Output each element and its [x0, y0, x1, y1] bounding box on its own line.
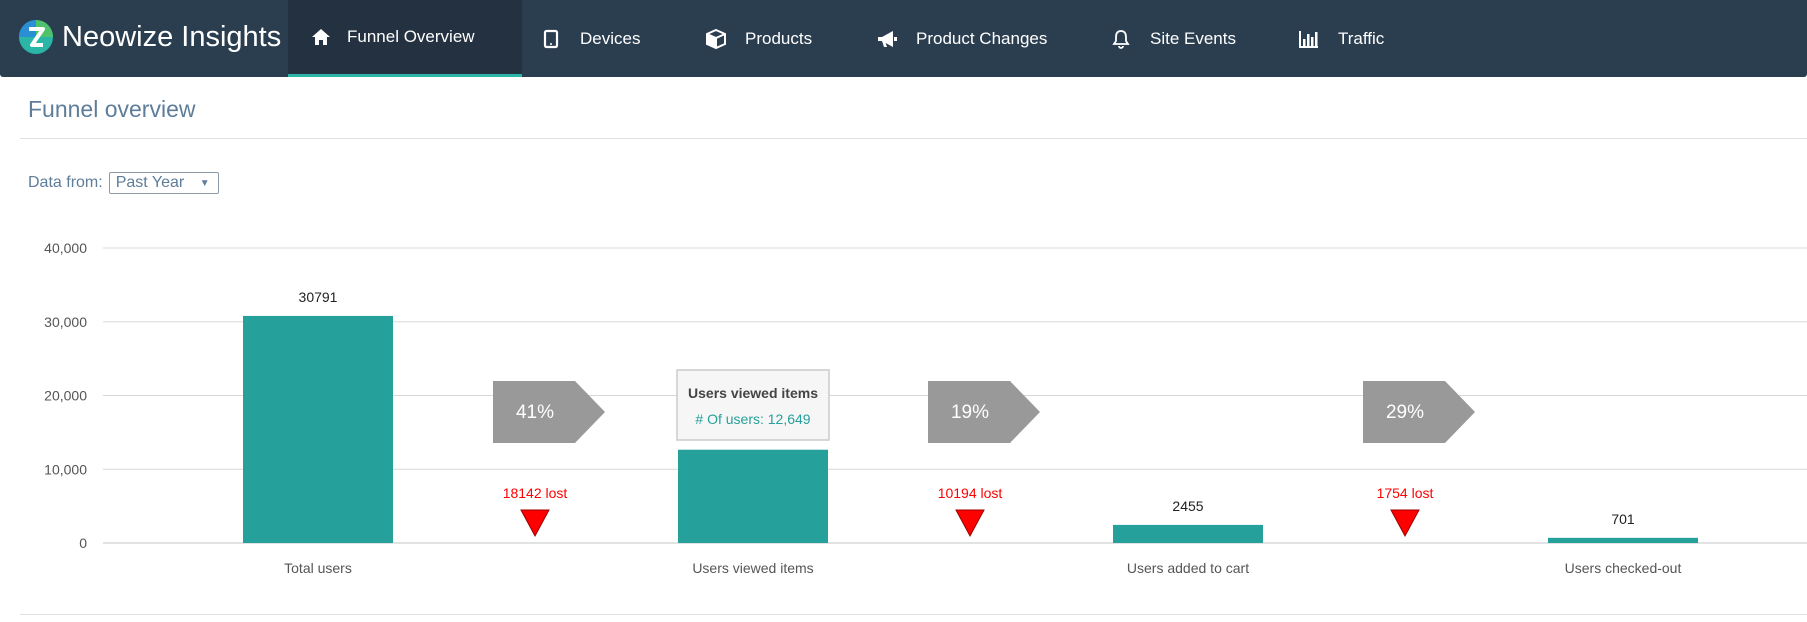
bar[interactable] — [678, 449, 828, 543]
category-label: Users added to cart — [1127, 560, 1249, 576]
bar-value-label: 701 — [1611, 511, 1635, 527]
category-label: Total users — [284, 560, 352, 576]
title-divider — [20, 138, 1807, 139]
date-filter: Data from: Past Year ▼ — [28, 172, 219, 194]
nav-label: Product Changes — [916, 28, 1048, 48]
nav-site-events[interactable]: Site Events — [1110, 0, 1236, 77]
nav-label: Products — [745, 28, 813, 48]
conversion-rate-label: 29% — [1386, 402, 1424, 423]
dropdown-caret-icon: ▼ — [199, 177, 210, 189]
neowize-logo-icon — [19, 20, 53, 54]
nav-traffic[interactable]: Traffic — [1298, 0, 1384, 77]
nav-products[interactable]: Products — [705, 0, 812, 77]
tablet-icon — [540, 28, 562, 50]
bar[interactable] — [1113, 524, 1263, 543]
brand[interactable]: Neowize Insights — [18, 17, 281, 57]
bar[interactable] — [243, 315, 393, 543]
bar-value-label: 30791 — [299, 289, 338, 305]
nav-funnel-overview[interactable]: Funnel Overview — [288, 0, 522, 77]
lost-down-triangle-icon — [955, 509, 985, 538]
bar-chart-icon — [1298, 28, 1320, 50]
conversion-arrow — [928, 381, 1040, 443]
nav-devices[interactable]: Devices — [540, 0, 640, 77]
nav-label: Traffic — [1338, 28, 1385, 48]
y-tick-label: 0 — [79, 535, 87, 551]
nav-product-changes[interactable]: Product Changes — [876, 0, 1047, 77]
y-tick-label: 30,000 — [44, 314, 87, 330]
nav-label: Funnel Overview — [347, 27, 475, 46]
filter-label: Data from: — [28, 174, 103, 191]
megaphone-icon — [876, 28, 898, 50]
conversion-arrow — [493, 381, 605, 443]
bar-value-label: 2455 — [1172, 498, 1203, 514]
home-icon — [310, 26, 332, 48]
y-tick-label: 10,000 — [44, 461, 87, 477]
conversion-arrow — [1363, 381, 1475, 443]
category-label: Users checked-out — [1565, 560, 1682, 576]
nav-label: Devices — [580, 28, 641, 48]
tooltip-title: Users viewed items — [688, 385, 818, 401]
tooltip-box — [676, 369, 830, 441]
brand-name: Neowize Insights — [62, 20, 282, 53]
conversion-rate-label: 41% — [516, 402, 554, 423]
lost-down-triangle-icon — [520, 509, 550, 538]
tooltip-value: # Of users: 12,649 — [695, 411, 810, 427]
top-navbar: Neowize Insights Funnel Overview Devices… — [0, 0, 1807, 77]
category-label: Users viewed items — [692, 560, 813, 576]
y-tick-label: 40,000 — [44, 240, 87, 256]
page-title: Funnel overview — [28, 96, 196, 122]
nav-label: Site Events — [1150, 28, 1236, 48]
lost-label: 1754 lost — [1377, 485, 1434, 501]
bar[interactable] — [1548, 537, 1698, 543]
conversion-rate-label: 19% — [951, 402, 989, 423]
cube-icon — [705, 28, 727, 50]
lost-label: 10194 lost — [938, 485, 1003, 501]
bell-icon — [1110, 28, 1132, 50]
date-range-select[interactable]: Past Year ▼ — [108, 172, 219, 194]
lost-down-triangle-icon — [1390, 509, 1420, 538]
bottom-divider — [20, 614, 1807, 615]
date-range-value: Past Year — [115, 174, 185, 191]
y-tick-label: 20,000 — [44, 388, 87, 404]
lost-label: 18142 lost — [503, 485, 568, 501]
